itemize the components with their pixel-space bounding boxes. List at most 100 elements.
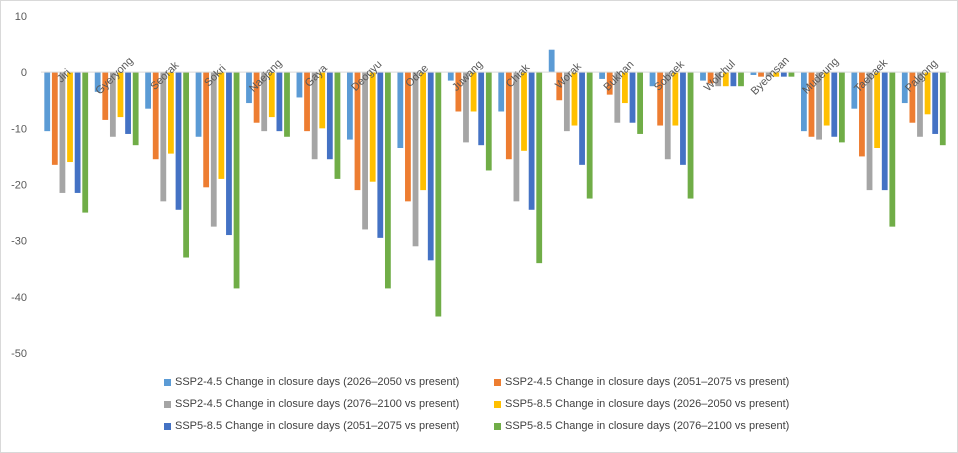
- bar: [505, 72, 512, 160]
- bar: [788, 72, 795, 77]
- bar: [831, 72, 838, 137]
- bar: [226, 72, 232, 236]
- y-tick-label: 10: [15, 11, 27, 23]
- bar: [536, 72, 543, 264]
- bar: [750, 72, 757, 75]
- y-tick-label: -20: [11, 180, 27, 192]
- bar: [586, 72, 593, 199]
- bar: [859, 72, 865, 157]
- bar: [808, 72, 815, 137]
- bar: [715, 72, 722, 87]
- bar: [152, 72, 159, 160]
- y-tick-label: -10: [11, 123, 27, 135]
- bar: [800, 72, 807, 132]
- bar: [622, 72, 628, 104]
- bar: [362, 72, 368, 230]
- bar: [218, 72, 225, 179]
- legend-item: SSP5-8.5 Change in closure days (2076–21…: [494, 420, 824, 432]
- bar: [253, 72, 260, 123]
- bar: [606, 72, 613, 95]
- bar: [909, 72, 916, 123]
- bar: [657, 72, 664, 126]
- bar: [672, 72, 679, 126]
- bar: [730, 72, 737, 87]
- bar: [246, 72, 252, 104]
- legend-swatch: [494, 378, 501, 386]
- legend-row-1: SSP2-4.5 Change in closure days (2026–20…: [164, 371, 824, 393]
- bar: [160, 72, 167, 202]
- bar: [82, 72, 89, 213]
- legend: SSP2-4.5 Change in closure days (2026–20…: [164, 371, 824, 437]
- bar: [183, 72, 190, 258]
- bar: [455, 72, 462, 112]
- y-tick-label: -30: [11, 236, 27, 248]
- bar: [296, 72, 303, 98]
- bar: [447, 72, 454, 81]
- bar: [319, 72, 326, 129]
- legend-row-3: SSP5-8.5 Change in closure days (2051–20…: [164, 415, 824, 437]
- bar: [485, 72, 492, 171]
- bar: [629, 72, 636, 123]
- bar: [268, 72, 275, 118]
- bar: [838, 72, 845, 143]
- y-tick-label: -50: [11, 348, 27, 360]
- bar: [889, 72, 896, 227]
- bar: [680, 72, 686, 165]
- bar: [758, 72, 764, 77]
- y-tick-label: 0: [21, 67, 27, 79]
- bar: [132, 72, 139, 146]
- bar: [470, 72, 477, 112]
- legend-label: SSP5-8.5 Change in closure days (2051–20…: [175, 420, 460, 432]
- bar: [210, 72, 217, 227]
- bar: [528, 72, 535, 210]
- legend-swatch: [164, 422, 171, 430]
- bar: [738, 72, 744, 87]
- bar: [599, 72, 606, 79]
- bar: [563, 72, 570, 132]
- legend-swatch: [164, 378, 171, 386]
- bar: [614, 72, 621, 123]
- bar: [145, 72, 152, 109]
- bar: [765, 72, 772, 77]
- bar: [94, 72, 101, 92]
- legend-label: SSP2-4.5 Change in closure days (2051–20…: [505, 376, 790, 388]
- bar: [377, 72, 384, 238]
- bar: [874, 72, 881, 148]
- bar: [384, 72, 391, 289]
- bar: [932, 72, 939, 134]
- bar: [168, 72, 174, 154]
- bar: [924, 72, 931, 115]
- bar: [700, 72, 706, 81]
- bar: [579, 72, 585, 165]
- bar: [284, 72, 290, 137]
- bar: [369, 72, 376, 182]
- bar: [513, 72, 520, 202]
- bar: [427, 72, 434, 261]
- bar: [102, 72, 109, 120]
- bar: [276, 72, 283, 132]
- bar: [851, 72, 858, 109]
- bar: [203, 72, 210, 188]
- bar: [261, 72, 268, 132]
- bar: [195, 72, 202, 137]
- bar: [521, 72, 527, 151]
- legend-label: SSP2-4.5 Change in closure days (2026–20…: [175, 376, 460, 388]
- bar: [74, 72, 81, 193]
- bar: [939, 72, 946, 146]
- bar: [548, 49, 555, 73]
- bar: [556, 72, 563, 101]
- legend-swatch: [164, 400, 171, 408]
- bar: [354, 72, 361, 191]
- bar: [687, 72, 694, 199]
- bar: [571, 72, 578, 126]
- bar: [901, 72, 908, 104]
- bar: [637, 72, 644, 134]
- bar: [866, 72, 873, 191]
- bar: [881, 72, 888, 191]
- bar: [773, 72, 780, 77]
- bar: [326, 72, 333, 160]
- bar: [664, 72, 671, 160]
- bar: [917, 72, 923, 137]
